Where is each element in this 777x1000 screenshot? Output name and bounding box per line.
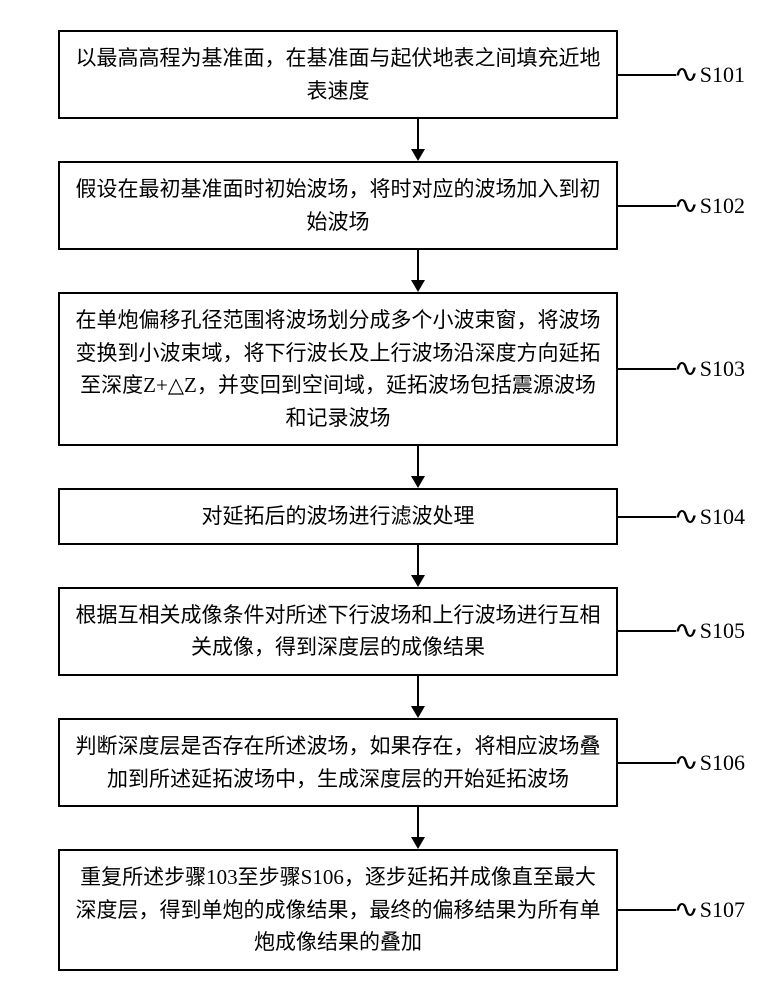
flow-arrow xyxy=(138,250,698,292)
flow-step-row: 以最高高程为基准面，在基准面与起伏地表之间填充近地表速度 ∿S101 xyxy=(0,30,777,119)
flow-step-row: 根据互相关成像条件对所述下行波场和上行波场进行互相关成像，得到深度层的成像结果 ∿… xyxy=(0,587,777,676)
arrow-shaft xyxy=(417,545,419,575)
flow-arrow xyxy=(138,119,698,161)
step-label-group: ∿S105 xyxy=(618,618,745,644)
arrow-shaft xyxy=(417,119,419,149)
flow-step-box: 对延拓后的波场进行滤波处理 xyxy=(58,488,618,545)
flow-step-text: 以最高高程为基准面，在基准面与起伏地表之间填充近地表速度 xyxy=(74,42,602,107)
flow-step-row: 判断深度层是否存在所述波场，如果存在，将相应波场叠加到所述延拓波场中，生成深度层… xyxy=(0,718,777,807)
flow-step-text: 对延拓后的波场进行滤波处理 xyxy=(202,500,475,533)
step-id-label: S104 xyxy=(700,504,745,530)
step-label-group: ∿S107 xyxy=(618,897,745,923)
flow-step-box: 假设在最初基准面时初始波场，将时对应的波场加入到初始波场 xyxy=(58,161,618,250)
tilde-icon: ∿ xyxy=(673,619,699,643)
step-id-label: S103 xyxy=(700,356,745,382)
flow-step-row: 在单炮偏移孔径范围将波场划分成多个小波束窗，将波场变换到小波束域，将下行波长及上… xyxy=(0,292,777,446)
arrow-shaft xyxy=(417,250,419,280)
arrow-head-icon xyxy=(411,280,425,292)
tilde-icon: ∿ xyxy=(673,898,699,922)
step-id-label: S101 xyxy=(700,62,745,88)
flow-step-text: 根据互相关成像条件对所述下行波场和上行波场进行互相关成像，得到深度层的成像结果 xyxy=(74,599,602,664)
flow-step-row: 对延拓后的波场进行滤波处理 ∿S104 xyxy=(0,488,777,545)
flow-arrow xyxy=(138,446,698,488)
flow-step-box: 重复所述步骤103至步骤S106，逐步延拓并成像直至最大深度层，得到单炮的成像结… xyxy=(58,849,618,971)
flow-step-box: 以最高高程为基准面，在基准面与起伏地表之间填充近地表速度 xyxy=(58,30,618,119)
arrow-head-icon xyxy=(411,575,425,587)
step-id-label: S105 xyxy=(700,618,745,644)
step-id-label: S102 xyxy=(700,193,745,219)
arrow-head-icon xyxy=(411,706,425,718)
flow-arrow xyxy=(138,676,698,718)
flow-step-text: 假设在最初基准面时初始波场，将时对应的波场加入到初始波场 xyxy=(74,173,602,238)
tilde-icon: ∿ xyxy=(673,63,699,87)
connector-line xyxy=(618,205,676,207)
step-label-group: ∿S104 xyxy=(618,504,745,530)
connector-line xyxy=(618,630,676,632)
arrow-shaft xyxy=(417,807,419,837)
flow-step-row: 重复所述步骤103至步骤S106，逐步延拓并成像直至最大深度层，得到单炮的成像结… xyxy=(0,849,777,971)
tilde-icon: ∿ xyxy=(673,505,699,529)
flow-step-box: 根据互相关成像条件对所述下行波场和上行波场进行互相关成像，得到深度层的成像结果 xyxy=(58,587,618,676)
arrow-shaft xyxy=(417,446,419,476)
step-id-label: S106 xyxy=(700,750,745,776)
flow-step-box: 在单炮偏移孔径范围将波场划分成多个小波束窗，将波场变换到小波束域，将下行波长及上… xyxy=(58,292,618,446)
step-id-label: S107 xyxy=(700,897,745,923)
flow-step-text: 重复所述步骤103至步骤S106，逐步延拓并成像直至最大深度层，得到单炮的成像结… xyxy=(74,861,602,959)
connector-line xyxy=(618,516,676,518)
connector-line xyxy=(618,762,676,764)
arrow-head-icon xyxy=(411,149,425,161)
flow-arrow xyxy=(138,545,698,587)
flow-step-box: 判断深度层是否存在所述波场，如果存在，将相应波场叠加到所述延拓波场中，生成深度层… xyxy=(58,718,618,807)
flow-step-text: 判断深度层是否存在所述波场，如果存在，将相应波场叠加到所述延拓波场中，生成深度层… xyxy=(74,730,602,795)
arrow-head-icon xyxy=(411,476,425,488)
connector-line xyxy=(618,909,676,911)
flow-step-row: 假设在最初基准面时初始波场，将时对应的波场加入到初始波场 ∿S102 xyxy=(0,161,777,250)
tilde-icon: ∿ xyxy=(673,357,699,381)
step-label-group: ∿S106 xyxy=(618,750,745,776)
arrow-shaft xyxy=(417,676,419,706)
flow-step-text: 在单炮偏移孔径范围将波场划分成多个小波束窗，将波场变换到小波束域，将下行波长及上… xyxy=(74,304,602,434)
tilde-icon: ∿ xyxy=(673,194,699,218)
step-label-group: ∿S101 xyxy=(618,62,745,88)
connector-line xyxy=(618,74,676,76)
connector-line xyxy=(618,368,676,370)
arrow-head-icon xyxy=(411,837,425,849)
flow-arrow xyxy=(138,807,698,849)
step-label-group: ∿S102 xyxy=(618,193,745,219)
tilde-icon: ∿ xyxy=(673,751,699,775)
step-label-group: ∿S103 xyxy=(618,356,745,382)
flowchart: 以最高高程为基准面，在基准面与起伏地表之间填充近地表速度∿S101假设在最初基准… xyxy=(0,30,777,971)
